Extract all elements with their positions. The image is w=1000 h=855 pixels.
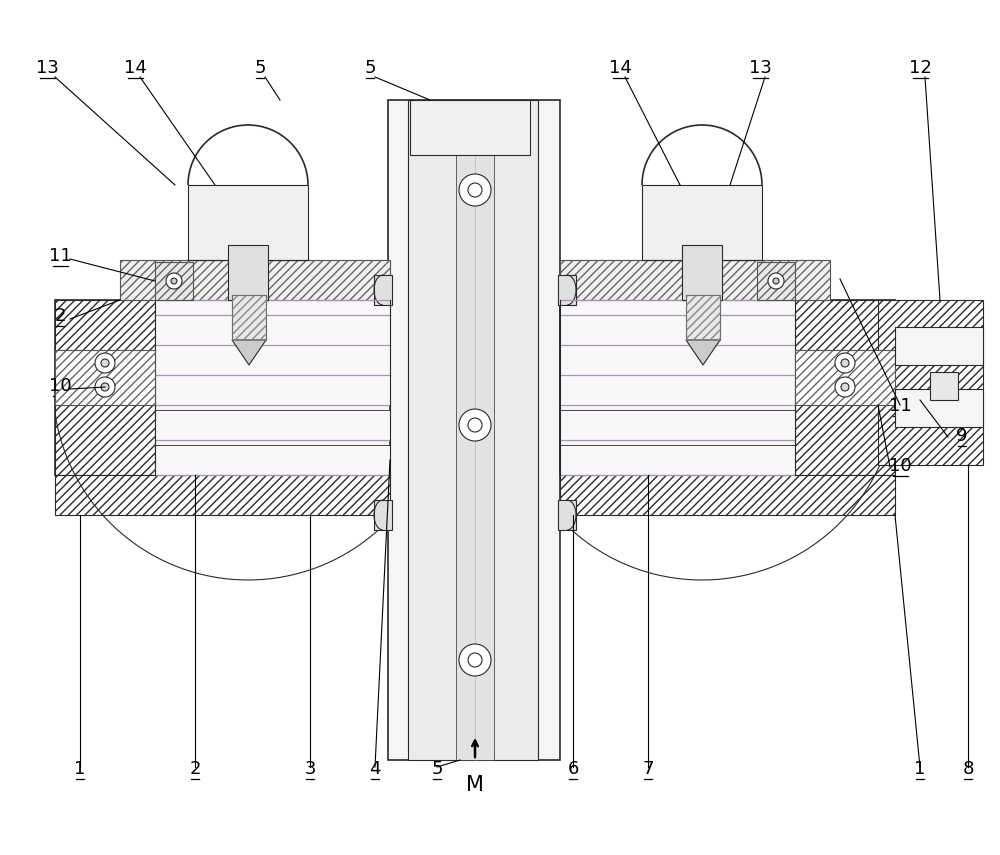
Circle shape (171, 278, 177, 284)
Bar (560, 410, 795, 440)
Bar (55, 300, 155, 475)
Bar (232, 295, 266, 340)
Bar (795, 350, 895, 405)
Bar (188, 185, 308, 260)
Circle shape (95, 377, 115, 397)
Bar (558, 275, 576, 305)
Bar (560, 300, 895, 475)
Bar (228, 245, 268, 300)
Polygon shape (686, 340, 720, 365)
Bar (155, 445, 390, 475)
Text: 1: 1 (914, 760, 926, 778)
Text: 7: 7 (642, 760, 654, 778)
Text: 5: 5 (254, 59, 266, 77)
Text: M: M (466, 775, 484, 795)
Bar (374, 500, 392, 530)
Bar (232, 295, 266, 340)
Bar (558, 500, 576, 530)
Circle shape (468, 653, 482, 667)
Text: 4: 4 (369, 760, 381, 778)
Text: 11: 11 (889, 397, 911, 415)
Circle shape (468, 183, 482, 197)
Circle shape (95, 353, 115, 373)
Text: 5: 5 (431, 760, 443, 778)
Text: 13: 13 (749, 59, 771, 77)
Text: 11: 11 (49, 247, 71, 265)
Circle shape (101, 383, 109, 391)
Bar (642, 185, 762, 260)
Circle shape (468, 418, 482, 432)
Text: 2: 2 (54, 307, 66, 325)
Text: 14: 14 (609, 59, 631, 77)
Bar (120, 260, 390, 300)
Bar (155, 285, 390, 315)
Bar (55, 350, 155, 405)
Bar (795, 300, 895, 475)
Text: 5: 5 (364, 59, 376, 77)
Bar (757, 262, 795, 300)
Bar (757, 262, 795, 300)
Bar (878, 300, 983, 465)
Text: 8: 8 (962, 760, 974, 778)
Circle shape (166, 273, 182, 289)
Bar (560, 315, 795, 345)
Bar (930, 372, 958, 400)
Bar (560, 260, 830, 300)
Bar (408, 100, 538, 760)
Bar (155, 315, 390, 345)
Text: 3: 3 (304, 760, 316, 778)
Circle shape (459, 174, 491, 206)
Bar (895, 389, 983, 427)
Text: 12: 12 (909, 59, 931, 77)
Bar (795, 350, 895, 405)
Bar (120, 260, 390, 300)
Text: 10: 10 (889, 457, 911, 475)
Bar (155, 375, 390, 405)
Bar (560, 285, 795, 315)
Bar (55, 350, 155, 405)
Circle shape (841, 383, 849, 391)
Bar (560, 260, 830, 300)
Bar (682, 245, 722, 300)
Circle shape (768, 273, 784, 289)
Circle shape (841, 359, 849, 367)
Bar (155, 410, 390, 440)
Circle shape (773, 278, 779, 284)
Polygon shape (232, 340, 266, 365)
Text: 13: 13 (36, 59, 58, 77)
Circle shape (459, 644, 491, 676)
Bar (686, 295, 720, 340)
Circle shape (459, 409, 491, 441)
Bar (686, 295, 720, 340)
Bar (456, 100, 494, 760)
Bar (388, 100, 560, 760)
Bar (55, 300, 390, 475)
Circle shape (835, 377, 855, 397)
Text: 14: 14 (124, 59, 146, 77)
Circle shape (101, 359, 109, 367)
Bar (410, 100, 530, 155)
Bar (55, 475, 390, 515)
Text: 10: 10 (49, 377, 71, 395)
Bar (560, 375, 795, 405)
Bar (895, 327, 983, 365)
Bar (560, 345, 795, 375)
Bar (560, 445, 795, 475)
Text: 2: 2 (189, 760, 201, 778)
Bar (155, 262, 193, 300)
Bar (374, 275, 392, 305)
Text: 1: 1 (74, 760, 86, 778)
Text: 6: 6 (567, 760, 579, 778)
Bar (155, 345, 390, 375)
Bar (155, 262, 193, 300)
Circle shape (835, 353, 855, 373)
Text: 9: 9 (956, 427, 968, 445)
Bar (560, 475, 895, 515)
